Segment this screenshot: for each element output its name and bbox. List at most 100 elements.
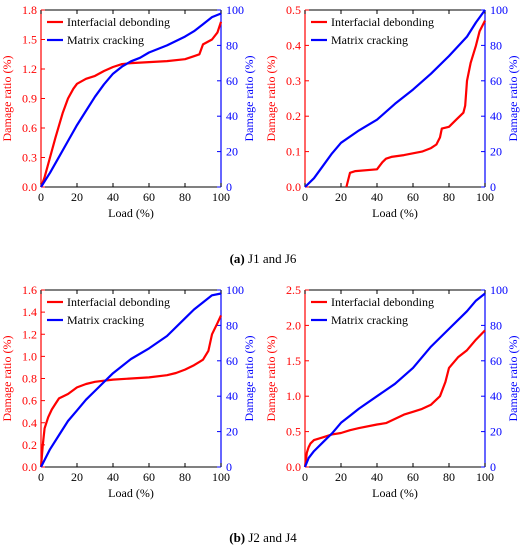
left-y-tick-label: 1.4 xyxy=(22,305,37,319)
left-y-tick-label: 0.0 xyxy=(22,180,37,194)
legend-label: Matrix cracking xyxy=(331,313,408,327)
right-y-tick-label: 20 xyxy=(226,425,238,439)
left-y-tick-label: 2.0 xyxy=(286,318,301,332)
legend-label: Interfacial debonding xyxy=(67,15,170,29)
left-y-tick-label: 1.2 xyxy=(22,62,37,76)
right-y-axis-label: Damage ratio (%) xyxy=(506,336,520,422)
left-y-tick-label: 0.3 xyxy=(286,74,301,88)
right-y-tick-label: 60 xyxy=(490,74,502,88)
x-tick-label: 60 xyxy=(407,470,419,484)
legend-label: Matrix cracking xyxy=(67,313,144,327)
x-tick-label: 100 xyxy=(212,470,230,484)
left-y-tick-label: 0.6 xyxy=(22,121,37,135)
chart-4: 0 20 40 60 80 100 0.0 0.5 1.0 1.5 2.0 2.5 0 20 40 60 80 1… xyxy=(264,283,520,500)
right-y-axis-label: Damage ratio (%) xyxy=(506,56,520,142)
x-tick-label: 20 xyxy=(335,190,347,204)
x-tick-label: 40 xyxy=(107,470,119,484)
legend-label: Interfacial debonding xyxy=(331,15,434,29)
left-y-tick-label: 0.5 xyxy=(286,3,301,17)
series-interfacial-debonding-line xyxy=(303,329,486,468)
caption-a-label: (a) xyxy=(229,251,245,266)
x-tick-label: 80 xyxy=(179,190,191,204)
x-tick-label: 80 xyxy=(443,190,455,204)
right-y-tick-label: 80 xyxy=(226,318,238,332)
left-y-axis-label: Damage ratio (%) xyxy=(264,56,278,142)
left-y-tick-label: 0.0 xyxy=(286,180,301,194)
left-y-tick-label: 0.1 xyxy=(286,145,301,159)
left-y-axis-label: Damage ratio (%) xyxy=(264,336,278,422)
legend-label: Matrix cracking xyxy=(67,33,144,47)
chart-1: 0 20 40 60 80 100 0.0 0.3 0.6 0.9 1.2 1.5 1.8 0 20 40 60… xyxy=(0,3,256,220)
left-y-axis-label: Damage ratio (%) xyxy=(0,56,14,142)
x-tick-label: 40 xyxy=(371,470,383,484)
x-tick-label: 80 xyxy=(179,470,191,484)
x-axis-label: Load (%) xyxy=(372,206,418,220)
right-y-tick-label: 80 xyxy=(226,38,238,52)
left-y-tick-label: 0.8 xyxy=(22,372,37,386)
left-y-tick-label: 1.8 xyxy=(22,3,37,17)
left-y-tick-label: 1.0 xyxy=(22,349,37,363)
x-tick-label: 0 xyxy=(302,190,308,204)
left-y-tick-label: 1.2 xyxy=(22,327,37,341)
x-tick-label: 0 xyxy=(38,470,44,484)
right-y-tick-label: 100 xyxy=(490,3,508,17)
series-matrix-cracking-line xyxy=(304,9,486,188)
x-tick-label: 20 xyxy=(335,470,347,484)
left-y-axis-label: Damage ratio (%) xyxy=(0,336,14,422)
x-axis-label: Load (%) xyxy=(108,206,154,220)
left-y-tick-label: 0.3 xyxy=(22,151,37,165)
right-y-tick-label: 80 xyxy=(490,38,502,52)
left-y-tick-label: 1.6 xyxy=(22,283,37,297)
right-y-tick-label: 40 xyxy=(490,109,502,123)
left-y-tick-label: 0.2 xyxy=(286,109,301,123)
caption-a: (a) J1 and J6 xyxy=(0,251,526,267)
x-tick-label: 100 xyxy=(476,470,494,484)
left-y-tick-label: 1.5 xyxy=(286,354,301,368)
right-y-tick-label: 20 xyxy=(490,145,502,159)
left-y-tick-label: 2.5 xyxy=(286,283,301,297)
right-y-tick-label: 60 xyxy=(226,354,238,368)
caption-b: (b) J2 and J4 xyxy=(0,530,526,546)
right-y-tick-label: 80 xyxy=(490,318,502,332)
caption-b-label: (b) xyxy=(229,530,246,545)
x-tick-label: 60 xyxy=(143,190,155,204)
right-y-tick-label: 0 xyxy=(226,460,232,474)
x-tick-label: 40 xyxy=(107,190,119,204)
caption-b-text: J2 and J4 xyxy=(248,530,297,545)
right-y-tick-label: 40 xyxy=(226,109,238,123)
x-tick-label: 100 xyxy=(212,190,230,204)
right-y-axis-label: Damage ratio (%) xyxy=(242,336,256,422)
x-tick-label: 100 xyxy=(476,190,494,204)
x-tick-label: 20 xyxy=(71,470,83,484)
caption-a-text: J1 and J6 xyxy=(248,251,297,266)
right-y-tick-label: 40 xyxy=(226,389,238,403)
series-interfacial-debonding-line xyxy=(345,20,486,188)
chart-3: 0 20 40 60 80 100 0.0 0.2 0.4 0.6 0.8 1.0 1.2 1.4 1.6 0… xyxy=(0,283,256,500)
left-y-tick-label: 0.4 xyxy=(286,38,301,52)
x-axis-label: Load (%) xyxy=(372,486,418,500)
x-tick-label: 80 xyxy=(443,470,455,484)
x-tick-label: 0 xyxy=(302,470,308,484)
legend-label: Interfacial debonding xyxy=(67,295,170,309)
right-y-tick-label: 60 xyxy=(490,354,502,368)
chart-2: 0 20 40 60 80 100 0.0 0.1 0.2 0.3 0.4 0.5 0 20 40 60 80 1… xyxy=(264,3,520,220)
right-y-axis-label: Damage ratio (%) xyxy=(242,56,256,142)
left-y-tick-label: 0.9 xyxy=(22,92,37,106)
x-axis-label: Load (%) xyxy=(108,486,154,500)
legend-label: Matrix cracking xyxy=(331,33,408,47)
left-y-tick-label: 0.2 xyxy=(22,438,37,452)
right-y-tick-label: 20 xyxy=(490,425,502,439)
left-y-tick-label: 0.4 xyxy=(22,416,37,430)
right-y-tick-label: 100 xyxy=(490,283,508,297)
right-y-tick-label: 0 xyxy=(226,180,232,194)
right-y-tick-label: 100 xyxy=(226,3,244,17)
right-y-tick-label: 0 xyxy=(490,180,496,194)
series-matrix-cracking-line xyxy=(40,12,222,188)
left-y-tick-label: 1.5 xyxy=(22,33,37,47)
right-y-tick-label: 40 xyxy=(490,389,502,403)
series-interfacial-debonding-line xyxy=(39,21,223,188)
right-y-tick-label: 100 xyxy=(226,283,244,297)
x-tick-label: 20 xyxy=(71,190,83,204)
series-interfacial-debonding-line xyxy=(39,314,222,468)
